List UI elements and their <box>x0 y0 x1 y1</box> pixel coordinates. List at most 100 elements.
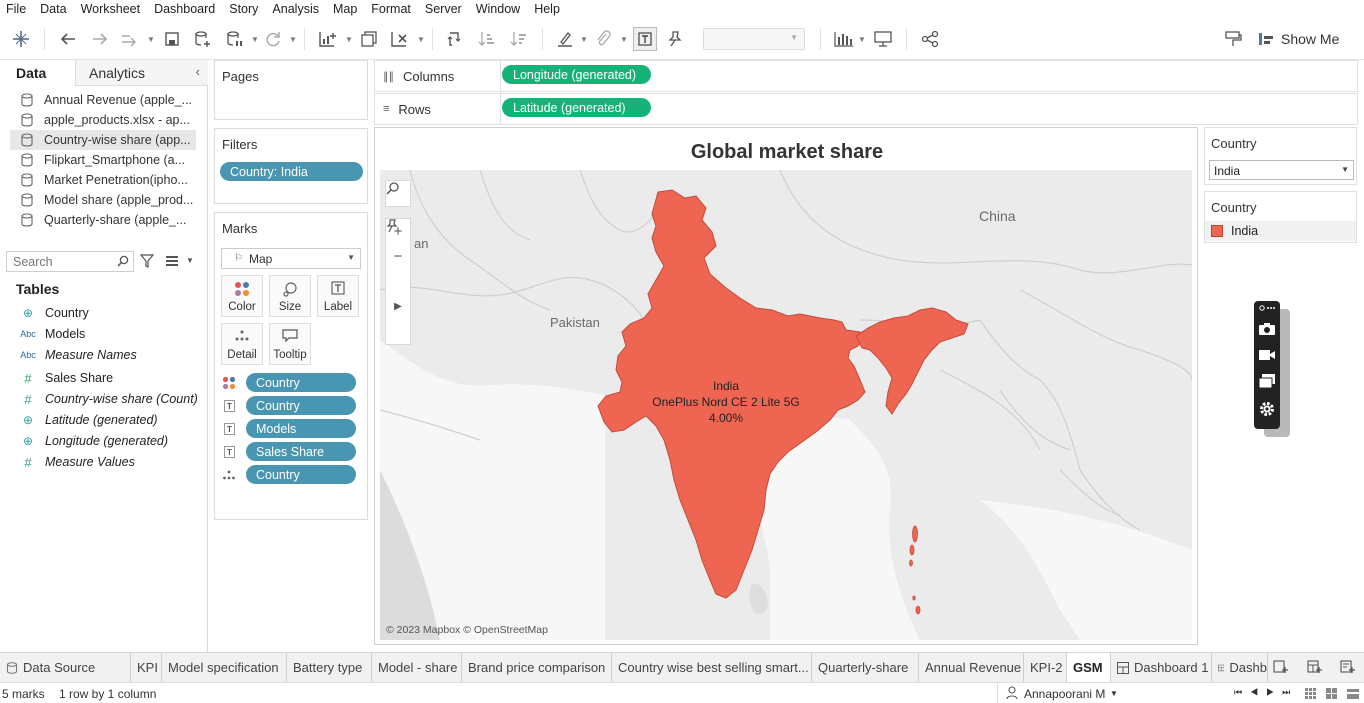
size-button[interactable]: Size <box>269 275 311 317</box>
new-datasource-icon[interactable] <box>191 27 215 51</box>
format-painter-icon[interactable] <box>1221 27 1245 51</box>
datasource-item[interactable]: Flipkart_Smartphone (a... <box>10 150 196 170</box>
sheet-tab[interactable]: KPI-2 <box>1024 653 1067 682</box>
sheet-tab[interactable]: Battery type <box>287 653 372 682</box>
mark-type-dropdown[interactable]: ⚐ Map ▼ <box>221 248 361 269</box>
marks-pill[interactable]: Country <box>246 396 356 415</box>
map-pin-icon[interactable] <box>386 219 410 294</box>
marks-field-row[interactable]: Country <box>221 465 361 485</box>
menu-data[interactable]: Data <box>40 2 67 16</box>
view-options-caret-icon[interactable]: ▼ <box>186 256 194 265</box>
sheet-tab[interactable]: Data Source <box>0 653 131 682</box>
chart-bars-icon[interactable] <box>832 27 856 51</box>
field-item[interactable]: # Country-wise share (Count) <box>18 389 197 409</box>
sheet-nav-controls[interactable]: ⏮◀▶⏭ <box>1234 687 1299 697</box>
new-worksheet-icon[interactable] <box>316 27 340 51</box>
presentation-icon[interactable] <box>871 27 895 51</box>
collapse-left-icon[interactable]: ‹ <box>195 64 200 79</box>
search-icon[interactable] <box>117 255 129 270</box>
redo-icon[interactable] <box>88 27 112 51</box>
map-toolbar-expand-icon[interactable]: ▶ <box>394 301 402 312</box>
sheet-tab[interactable]: Dashb <box>1212 653 1268 682</box>
datasource-item[interactable]: Model share (apple_prod... <box>10 190 196 210</box>
menu-dashboard[interactable]: Dashboard <box>154 2 216 16</box>
columns-pill-longitude[interactable]: Longitude (generated) <box>502 65 651 84</box>
marks-field-row[interactable]: Country <box>221 373 361 393</box>
sheet-tab[interactable]: Brand price comparison <box>462 653 612 682</box>
pause-updates-icon[interactable] <box>223 27 247 51</box>
search-field[interactable] <box>6 251 134 272</box>
marks-pill[interactable]: Models <box>246 419 356 438</box>
tab-analytics[interactable]: Analytics ‹ <box>75 60 208 86</box>
field-item[interactable]: ⊕ Country <box>18 303 89 323</box>
show-me-button[interactable]: Show Me <box>1258 28 1339 50</box>
sheet-tab[interactable]: Model - share <box>372 653 462 682</box>
datasource-item[interactable]: Market Penetration(ipho... <box>10 170 196 190</box>
sheet-tab[interactable]: Annual Revenue <box>919 653 1024 682</box>
menu-worksheet[interactable]: Worksheet <box>80 2 141 16</box>
replay-icon[interactable] <box>118 27 142 51</box>
share-icon[interactable] <box>918 27 942 51</box>
sort-asc-icon[interactable] <box>475 27 499 51</box>
search-input[interactable] <box>7 252 115 271</box>
menu-analysis[interactable]: Analysis <box>272 2 319 16</box>
pin-icon[interactable] <box>663 27 687 51</box>
field-item[interactable]: ⊕ Latitude (generated) <box>18 410 158 430</box>
tab-data[interactable]: Data <box>0 60 75 86</box>
swap-icon[interactable] <box>443 27 467 51</box>
filters-card[interactable]: Filters Country: India <box>214 128 368 204</box>
pages-card[interactable]: Pages <box>214 60 368 120</box>
video-icon[interactable] <box>1257 345 1277 365</box>
field-item[interactable]: # Measure Values <box>18 452 135 472</box>
color-button[interactable]: Color <box>221 275 263 317</box>
tableau-logo-icon[interactable] <box>9 27 33 51</box>
country-filter-dropdown[interactable]: India ▼ <box>1209 160 1354 180</box>
show-labels-icon[interactable] <box>633 27 657 51</box>
sheet-tab[interactable]: Quarterly-share <box>812 653 919 682</box>
filter-pill-country[interactable]: Country: India <box>220 162 363 181</box>
detail-button[interactable]: Detail <box>221 323 263 365</box>
clear-sheet-icon[interactable] <box>388 27 412 51</box>
group-icon[interactable] <box>591 27 615 51</box>
tooltip-button[interactable]: Tooltip <box>269 323 311 365</box>
rows-pill-latitude[interactable]: Latitude (generated) <box>502 98 651 117</box>
save-icon[interactable] <box>160 27 184 51</box>
camera-icon[interactable] <box>1257 319 1277 339</box>
field-item[interactable]: Abc Models <box>18 324 85 344</box>
sort-desc-icon[interactable] <box>507 27 531 51</box>
sheet-tab[interactable]: Country wise best selling smart... <box>612 653 812 682</box>
show-sheet-sorter-icon[interactable] <box>1305 688 1317 703</box>
settings-gear-icon[interactable] <box>1257 399 1277 419</box>
show-filmstrip-icon[interactable] <box>1326 688 1338 703</box>
datasource-item[interactable]: Country-wise share (app... <box>10 130 196 150</box>
datasource-item[interactable]: apple_products.xlsx - ap... <box>10 110 196 130</box>
capture-more-icon[interactable] <box>1257 301 1277 315</box>
field-item[interactable]: Abc Measure Names <box>18 345 136 365</box>
menu-window[interactable]: Window <box>475 2 521 16</box>
view-options-icon[interactable] <box>165 254 179 271</box>
map-canvas[interactable]: Pakistan China an India OnePlus Nord CE … <box>380 170 1192 640</box>
datasource-item[interactable]: Annual Revenue (apple_... <box>10 90 196 110</box>
marks-pill[interactable]: Country <box>246 465 356 484</box>
sheet-tab[interactable]: Model specification <box>162 653 287 682</box>
map-attribution[interactable]: © 2023 Mapbox © OpenStreetMap <box>386 624 548 636</box>
menu-map[interactable]: Map <box>332 2 358 16</box>
label-button[interactable]: Label <box>317 275 359 317</box>
undo-icon[interactable] <box>56 27 80 51</box>
sheet-tab[interactable]: Dashboard 1 <box>1111 653 1212 682</box>
new-worksheet-tab-icon[interactable] <box>1273 660 1289 677</box>
fit-dropdown[interactable]: ▼ <box>703 28 805 50</box>
menu-server[interactable]: Server <box>424 2 462 16</box>
columns-shelf[interactable]: ∥∥ Columns Longitude (generated) <box>374 60 1358 92</box>
sheet-tab[interactable]: GSM <box>1067 653 1111 682</box>
field-item[interactable]: ⊕ Longitude (generated) <box>18 431 168 451</box>
legend-item-india[interactable]: India <box>1205 221 1356 241</box>
menu-file[interactable]: File <box>6 2 27 16</box>
map-search-icon[interactable] <box>386 181 410 206</box>
datasource-item[interactable]: Quarterly-share (apple_... <box>10 210 196 230</box>
filter-fields-icon[interactable] <box>139 254 155 271</box>
field-item[interactable]: # Sales Share <box>18 368 113 388</box>
marks-field-row[interactable]: T Sales Share <box>221 442 361 462</box>
menu-format[interactable]: Format <box>371 2 411 16</box>
new-dashboard-tab-icon[interactable] <box>1307 660 1323 677</box>
